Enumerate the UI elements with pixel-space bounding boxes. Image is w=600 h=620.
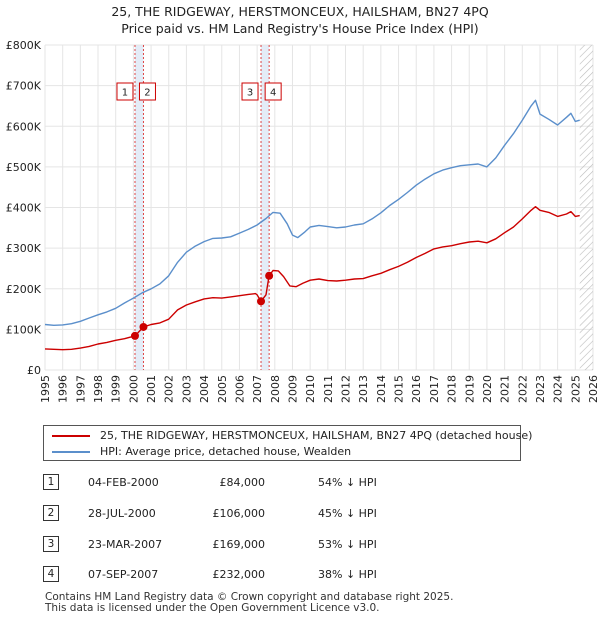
x-tick-label: 2002 xyxy=(163,375,176,403)
y-tick-label: £500K xyxy=(6,161,42,174)
x-tick-label: 2019 xyxy=(463,375,476,403)
legend-label-hpi: HPI: Average price, detached house, Weal… xyxy=(100,445,352,458)
sale-date: 07-SEP-2007 xyxy=(88,568,159,581)
x-tick-label: 2014 xyxy=(375,375,388,403)
sale-row-4: 4 07-SEP-2007 £232,000 38% ↓ HPI xyxy=(0,565,600,585)
x-tick-label: 2013 xyxy=(357,375,370,403)
sale-hpi-diff: 53% ↓ HPI xyxy=(318,538,377,551)
chart-subtitle: Price paid vs. HM Land Registry's House … xyxy=(121,21,479,36)
x-tick-label: 2021 xyxy=(499,375,512,403)
x-tick-label: 2024 xyxy=(552,375,565,403)
x-tick-label: 2023 xyxy=(534,375,547,403)
sale-number-badge: 3 xyxy=(43,536,59,552)
x-tick-label: 2006 xyxy=(233,375,246,403)
sale-price: £169,000 xyxy=(212,538,266,551)
y-tick-label: £400K xyxy=(6,202,42,215)
y-tick-label: £200K xyxy=(6,283,42,296)
sale-point-1 xyxy=(130,331,139,340)
x-tick-label: 2017 xyxy=(428,375,441,403)
x-tick-label: 2025 xyxy=(569,375,582,403)
sale-number-label: 1 xyxy=(116,82,134,101)
axes: £0 £100K £200K £300K £400K £500K £600K £700K £80… xyxy=(6,39,600,403)
forecast-hatch-region xyxy=(579,45,593,370)
sale-number-label: 2 xyxy=(138,82,156,101)
legend-swatch-blue xyxy=(52,451,90,453)
legend: 25, THE RIDGEWAY, HERSTMONCEUX, HAILSHAM… xyxy=(43,425,532,461)
x-tick-label: 2010 xyxy=(304,375,317,403)
x-tick-label: 2012 xyxy=(340,375,353,403)
y-tick-label: £800K xyxy=(6,39,42,52)
sale-point-3 xyxy=(257,297,266,306)
sale-price: £84,000 xyxy=(219,476,266,489)
sale-label-text: 1 xyxy=(122,88,128,99)
sale-price: £106,000 xyxy=(212,507,266,520)
sale-point-4 xyxy=(265,271,274,280)
x-tick-label: 2001 xyxy=(145,375,158,403)
sale-label-text: 3 xyxy=(247,88,253,99)
sale-row-3: 3 23-MAR-2007 £169,000 53% ↓ HPI xyxy=(0,535,600,555)
sale-label-box xyxy=(241,82,259,101)
sale-date: 28-JUL-2000 xyxy=(88,507,156,520)
x-tick-label: 1997 xyxy=(74,375,87,403)
x-tick-label: 2004 xyxy=(198,375,211,403)
x-tick-label: 2005 xyxy=(216,375,229,403)
x-tick-label: 2026 xyxy=(587,375,600,403)
sale-date: 04-FEB-2000 xyxy=(88,476,159,489)
chart-title: 25, THE RIDGEWAY, HERSTMONCEUX, HAILSHAM… xyxy=(111,4,489,19)
sale-label-text: 4 xyxy=(270,88,276,99)
x-tick-label: 1996 xyxy=(57,375,70,403)
licence-notice: This data is licensed under the Open Gov… xyxy=(45,602,380,614)
legend-swatch-red xyxy=(52,435,90,437)
sale-label-box xyxy=(116,82,134,101)
series-lines xyxy=(44,99,580,351)
x-tick-label: 2007 xyxy=(251,375,264,403)
y-tick-label: £0 xyxy=(27,364,41,377)
copyright-notice: Contains HM Land Registry data © Crown c… xyxy=(45,591,454,603)
sale-row-1: 1 04-FEB-2000 £84,000 54% ↓ HPI xyxy=(0,473,600,493)
grid-lines xyxy=(44,44,594,371)
property-price-line xyxy=(44,206,580,351)
x-tick-label: 2015 xyxy=(393,375,406,403)
sale-number-label: 3 xyxy=(241,82,259,101)
x-tick-label: 1995 xyxy=(39,375,52,403)
sale-point-2 xyxy=(139,322,148,331)
sale-hpi-diff: 54% ↓ HPI xyxy=(318,476,377,489)
x-tick-label: 2011 xyxy=(322,375,335,403)
sale-row-2: 2 28-JUL-2000 £106,000 45% ↓ HPI xyxy=(0,504,600,524)
sale-number-badge: 1 xyxy=(43,474,59,490)
sale-labels: 1 2 3 4 xyxy=(116,82,282,101)
legend-label-property: 25, THE RIDGEWAY, HERSTMONCEUX, HAILSHAM… xyxy=(100,429,533,442)
sale-price: £232,000 xyxy=(212,568,266,581)
sale-hpi-diff: 45% ↓ HPI xyxy=(318,507,377,520)
x-tick-label: 2018 xyxy=(446,375,459,403)
x-tick-label: 2022 xyxy=(516,375,529,403)
sale-number-badge: 4 xyxy=(43,566,59,582)
x-tick-label: 2016 xyxy=(410,375,423,403)
x-tick-label: 2003 xyxy=(180,375,193,403)
hatch-area xyxy=(579,45,593,370)
sale-number-label: 4 xyxy=(264,82,282,101)
sale-date: 23-MAR-2007 xyxy=(88,538,163,551)
sale-label-box xyxy=(264,82,282,101)
y-tick-label: £700K xyxy=(6,80,42,93)
sale-label-box xyxy=(138,82,156,101)
sale-points xyxy=(130,271,274,340)
sale-number-badge: 2 xyxy=(43,505,59,521)
sale-hpi-diff: 38% ↓ HPI xyxy=(318,568,377,581)
hpi-line xyxy=(44,99,580,326)
y-tick-label: £100K xyxy=(6,323,42,336)
price-chart: 1 2 3 4 £0 £100K £200K £300K £400K £500K £600K £70… xyxy=(6,39,600,403)
sale-label-text: 2 xyxy=(144,88,150,99)
x-tick-label: 2020 xyxy=(481,375,494,403)
x-tick-label: 2009 xyxy=(286,375,299,403)
y-tick-label: £600K xyxy=(6,120,42,133)
x-tick-label: 2000 xyxy=(127,375,140,403)
x-tick-label: 2008 xyxy=(269,375,282,403)
y-tick-label: £300K xyxy=(6,242,42,255)
x-tick-label: 1999 xyxy=(110,375,123,403)
x-tick-label: 1998 xyxy=(92,375,105,403)
